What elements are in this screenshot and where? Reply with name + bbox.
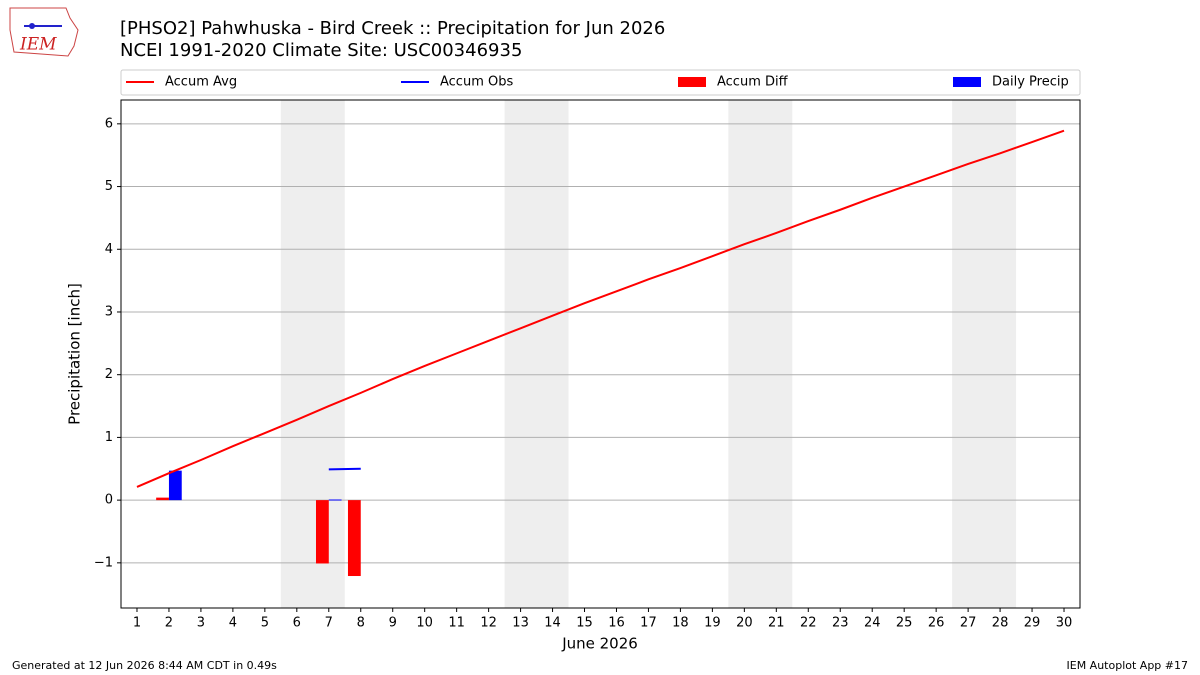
y-tick-label: 1 (105, 430, 113, 445)
bar (156, 497, 169, 501)
legend-label: Daily Precip (992, 75, 1069, 90)
y-tick-label: 6 (105, 116, 113, 131)
x-tick-label: 18 (672, 616, 689, 631)
x-tick-label: 28 (992, 616, 1009, 631)
legend-swatch (953, 77, 981, 87)
x-tick-label: 30 (1056, 616, 1073, 631)
x-tick-label: 27 (960, 616, 977, 631)
legend-label: Accum Avg (165, 75, 237, 90)
chart-subtitle: NCEI 1991-2020 Climate Site: USC00346935 (120, 40, 522, 61)
x-tick-label: 7 (325, 616, 333, 631)
x-tick-label: 21 (768, 616, 785, 631)
logo-text: IEM (19, 35, 57, 55)
x-tick-label: 14 (544, 616, 561, 631)
x-tick-label: 23 (832, 616, 849, 631)
footer-right: IEM Autoplot App #17 (1067, 659, 1189, 672)
x-tick-label: 8 (357, 616, 365, 631)
weekend-band (952, 100, 1017, 608)
weekend-band (504, 100, 569, 608)
x-tick-label: 24 (864, 616, 881, 631)
legend-label: Accum Diff (717, 75, 789, 90)
x-tick-label: 4 (229, 616, 237, 631)
y-tick-label: 0 (105, 493, 113, 508)
y-tick-label: 2 (105, 367, 113, 382)
chart-title: [PHSO2] Pahwhuska - Bird Creek :: Precip… (120, 18, 665, 39)
bar (328, 499, 342, 501)
logo-outline (9, 7, 79, 57)
x-tick-label: 12 (480, 616, 497, 631)
y-tick-label: 4 (105, 242, 113, 257)
x-tick-label: 26 (928, 616, 945, 631)
bar (315, 500, 329, 564)
y-tick-label: 3 (105, 304, 113, 319)
x-tick-label: 20 (736, 616, 753, 631)
x-tick-label: 11 (448, 616, 465, 631)
x-tick-label: 1 (133, 616, 141, 631)
bar (347, 500, 361, 577)
x-tick-label: 13 (512, 616, 529, 631)
logo-icon (29, 23, 35, 29)
weekend-band (728, 100, 793, 608)
x-tick-label: 16 (608, 616, 625, 631)
x-tick-label: 25 (896, 616, 913, 631)
x-tick-label: 10 (416, 616, 433, 631)
x-tick-label: 19 (704, 616, 721, 631)
legend (120, 69, 1081, 96)
x-tick-label: 5 (261, 616, 269, 631)
plot-area (121, 100, 1080, 608)
line (328, 467, 361, 471)
x-tick-label: 3 (197, 616, 205, 631)
line (136, 129, 1065, 488)
legend-swatch (678, 77, 706, 87)
x-tick-label: 22 (800, 616, 817, 631)
bar (168, 470, 182, 501)
x-tick-label: 6 (293, 616, 301, 631)
plot-frame (120, 99, 1081, 609)
x-tick-label: 2 (165, 616, 173, 631)
footer-left: Generated at 12 Jun 2026 8:44 AM CDT in … (12, 659, 277, 672)
logo: IEM (9, 7, 79, 57)
x-tick-label: 17 (640, 616, 657, 631)
y-tick-label: 5 (105, 179, 113, 194)
y-axis-label: Precipitation [inch] (66, 283, 84, 425)
y-tick-label: −1 (94, 555, 113, 570)
weekend-band (280, 100, 345, 608)
legend-label: Accum Obs (440, 75, 513, 90)
x-axis-label: June 2026 (561, 635, 638, 653)
x-tick-label: 15 (576, 616, 593, 631)
x-tick-label: 9 (389, 616, 397, 631)
x-tick-label: 29 (1024, 616, 1041, 631)
